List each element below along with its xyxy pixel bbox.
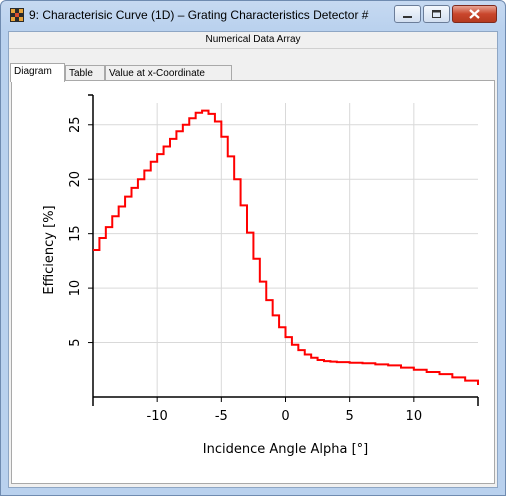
chart-axes bbox=[88, 94, 479, 406]
close-icon bbox=[469, 9, 480, 19]
window-title: 9: Characterisic Curve (1D) – Grating Ch… bbox=[29, 8, 369, 22]
y-tick-label: 10 bbox=[68, 280, 83, 297]
tab-table[interactable]: Table bbox=[65, 65, 105, 81]
tab-diagram[interactable]: Diagram bbox=[10, 63, 65, 82]
panel-header: Numerical Data Array bbox=[9, 32, 497, 49]
tab-value-at-x-coordinate[interactable]: Value at x-Coordinate bbox=[105, 65, 232, 81]
y-tick-label: 20 bbox=[68, 171, 83, 188]
x-tick-label: 5 bbox=[346, 409, 354, 424]
x-tick-label: 10 bbox=[406, 409, 423, 424]
y-tick-label: 25 bbox=[68, 117, 83, 134]
y-axis-label: Efficiency [%] bbox=[42, 205, 57, 294]
maximize-icon bbox=[432, 10, 441, 18]
maximize-button[interactable] bbox=[423, 5, 450, 23]
y-tick-label: 15 bbox=[68, 225, 83, 242]
x-tick-label: -5 bbox=[215, 409, 228, 424]
minimize-icon bbox=[403, 16, 412, 18]
x-tick-label: 0 bbox=[281, 409, 289, 424]
minimize-button[interactable] bbox=[394, 5, 421, 23]
title-bar[interactable]: 9: Characterisic Curve (1D) – Grating Ch… bbox=[1, 1, 505, 29]
efficiency-chart[interactable]: -10 -5 0 5 10 5 10 15 20 25 Incidence Angle Alpha… bbox=[12, 81, 494, 483]
tick-labels: -10 -5 0 5 10 5 10 15 20 25 bbox=[68, 117, 422, 424]
x-tick-label: -10 bbox=[147, 409, 168, 424]
close-button[interactable] bbox=[452, 5, 497, 23]
app-icon bbox=[10, 8, 24, 22]
x-axis-label: Incidence Angle Alpha [°] bbox=[203, 442, 368, 457]
series-line bbox=[93, 109, 479, 386]
client-area: Numerical Data Array Diagram Table Value… bbox=[8, 31, 498, 488]
diagram-panel: -10 -5 0 5 10 5 10 15 20 25 Incidence Angle Alpha… bbox=[11, 80, 495, 484]
chart-grid bbox=[93, 103, 478, 397]
y-tick-label: 5 bbox=[68, 338, 83, 346]
